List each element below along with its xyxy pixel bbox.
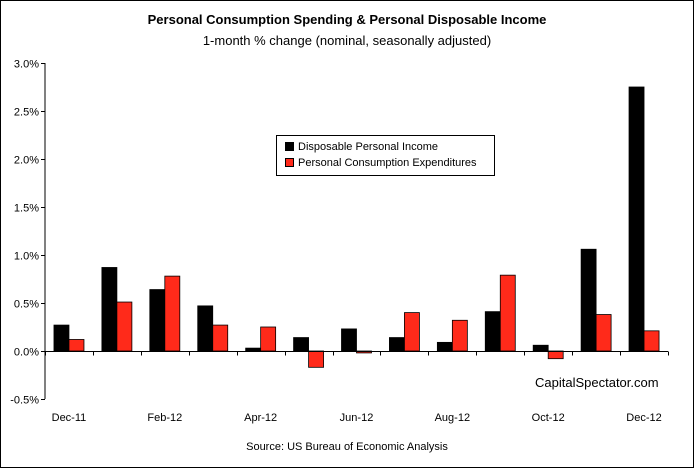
bar-consumption: [548, 351, 563, 359]
x-tick-label: Jun-12: [340, 412, 374, 424]
x-tick-label: Dec-11: [52, 412, 87, 424]
bar-income: [342, 329, 357, 351]
x-tick-label: Apr-12: [244, 412, 277, 424]
watermark: CapitalSpectator.com: [535, 375, 659, 390]
bar-consumption: [117, 302, 132, 351]
y-tick-label: 0.0%: [14, 347, 39, 359]
y-tick-label: 3.0%: [14, 59, 39, 71]
y-tick-label: 0.5%: [14, 299, 39, 311]
legend-item-consumption: Personal Consumption Expenditures: [285, 156, 477, 170]
y-tick-label: 1.5%: [14, 203, 39, 215]
legend-swatch-income: [285, 142, 294, 151]
legend-label-consumption: Personal Consumption Expenditures: [298, 157, 477, 169]
bar-consumption: [452, 320, 467, 351]
y-tick-label: 2.5%: [14, 107, 39, 119]
x-tick-label: Dec-12: [626, 412, 661, 424]
legend-swatch-consumption: [285, 158, 294, 167]
bar-income: [485, 312, 500, 351]
bar-income: [581, 249, 596, 351]
bar-consumption: [404, 313, 419, 351]
x-tick-label: Feb-12: [147, 412, 182, 424]
bar-consumption: [644, 331, 659, 351]
y-tick-label: 2.0%: [14, 155, 39, 167]
bar-income: [437, 342, 452, 351]
bar-income: [629, 87, 644, 351]
legend-item-income: Disposable Personal Income: [285, 140, 438, 154]
bar-income: [533, 345, 548, 351]
bar-income: [150, 290, 165, 351]
bar-consumption: [261, 327, 276, 351]
source-note: Source: US Bureau of Economic Analysis: [0, 441, 694, 453]
bar-consumption: [213, 325, 228, 351]
bar-income: [389, 338, 404, 351]
bars: [54, 87, 659, 367]
bar-income: [294, 338, 309, 351]
x-tick-label: Aug-12: [435, 412, 470, 424]
bar-income: [54, 325, 69, 351]
bar-income: [102, 267, 117, 351]
y-tick-label: 1.0%: [14, 251, 39, 263]
bar-consumption: [596, 315, 611, 351]
legend: Disposable Personal Income Personal Cons…: [276, 135, 495, 176]
bar-consumption: [309, 351, 324, 367]
bar-consumption: [69, 339, 84, 351]
bar-consumption: [500, 275, 515, 351]
y-tick-label: -0.5%: [10, 395, 39, 407]
bar-income: [246, 348, 261, 351]
legend-label-income: Disposable Personal Income: [298, 141, 438, 153]
x-tick-label: Oct-12: [532, 412, 565, 424]
y-axis: -0.5% 0.0% 0.5% 1.0% 1.5% 2.0% 2.5% 3.0%: [10, 59, 45, 407]
bar-consumption: [165, 276, 180, 351]
bar-income: [198, 306, 213, 351]
